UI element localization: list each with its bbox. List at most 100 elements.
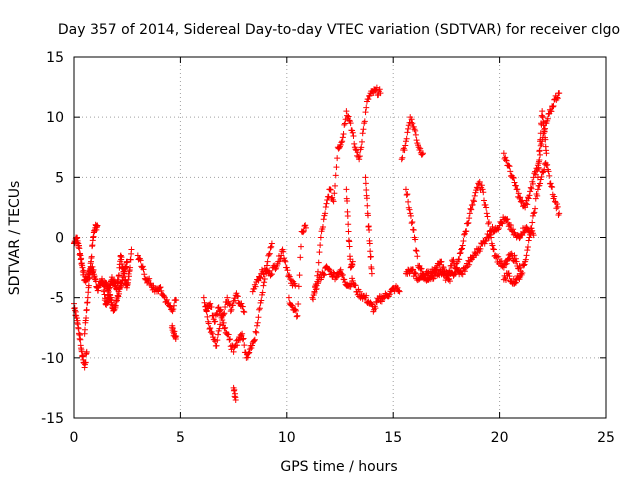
- data-point-interp: [489, 223, 496, 230]
- data-point-interp: [293, 313, 300, 320]
- data-point-interp: [367, 253, 374, 260]
- data-point-interp: [537, 130, 544, 137]
- data-point-interp: [410, 227, 417, 234]
- data-point-interp: [554, 203, 561, 210]
- y-axis-label: SDTVAR / TECUs: [7, 181, 23, 296]
- data-point-interp: [528, 225, 535, 232]
- data-point-interp: [394, 284, 401, 291]
- data-point: [530, 210, 537, 217]
- data-point-interp: [502, 154, 509, 161]
- x-tick-label: 0: [70, 430, 79, 446]
- data-point-interp: [346, 117, 353, 124]
- data-point: [539, 108, 546, 115]
- data-point-interp: [469, 201, 476, 208]
- data-point-interp: [504, 216, 511, 223]
- data-point-interp: [316, 249, 323, 256]
- data-point-interp: [240, 308, 247, 315]
- y-tick-label: 15: [46, 50, 64, 66]
- data-point: [415, 144, 422, 151]
- data-point-interp: [505, 270, 512, 277]
- data-point-interp: [238, 300, 245, 307]
- data-point: [547, 180, 554, 187]
- data-point-interp: [554, 94, 561, 101]
- data-point-interp: [214, 337, 221, 344]
- data-point-interp: [233, 290, 240, 297]
- data-point: [373, 87, 380, 94]
- data-point-interp: [337, 141, 344, 148]
- data-point-interp: [511, 252, 518, 259]
- data-point-interp: [120, 274, 127, 281]
- data-point-interp: [440, 264, 447, 271]
- data-point-interp: [414, 253, 421, 260]
- data-point-interp: [461, 268, 468, 275]
- data-point-interp: [235, 299, 242, 306]
- data-point: [377, 90, 384, 97]
- data-point-interp: [322, 204, 329, 211]
- data-point-interp: [261, 275, 268, 282]
- data-point-interp: [402, 142, 409, 149]
- data-point-interp: [121, 270, 128, 277]
- data-point: [458, 246, 465, 253]
- data-point: [241, 309, 248, 316]
- data-point: [526, 234, 533, 241]
- data-point-interp: [205, 320, 212, 327]
- data-point-interp: [519, 269, 526, 276]
- data-point-interp: [217, 321, 224, 328]
- data-point-interp: [417, 145, 424, 152]
- data-point-interp: [267, 244, 274, 251]
- data-point-interp: [363, 104, 370, 111]
- data-point-interp: [356, 288, 363, 295]
- data-point-interp: [227, 308, 234, 315]
- data-point-interp: [338, 139, 345, 146]
- data-point-interp: [244, 354, 251, 361]
- data-point-interp: [293, 307, 300, 314]
- data-point: [343, 108, 350, 115]
- data-point-interp: [430, 275, 437, 282]
- data-point-interp: [514, 186, 521, 193]
- data-point: [168, 306, 175, 313]
- data-point: [226, 336, 233, 343]
- y-tick-label: -5: [50, 291, 64, 307]
- data-point-interp: [205, 305, 212, 312]
- data-point-interp: [88, 253, 95, 260]
- data-point-interp: [278, 252, 285, 259]
- data-point-interp: [525, 195, 532, 202]
- data-point-interp: [525, 237, 532, 244]
- data-point-interp: [257, 275, 264, 282]
- data-point: [200, 294, 207, 301]
- data-point: [260, 282, 267, 289]
- data-point-interp: [156, 284, 163, 291]
- data-point-interp: [433, 267, 440, 274]
- data-point-interp: [86, 274, 93, 281]
- data-point-interp: [332, 182, 339, 189]
- data-point: [366, 240, 373, 247]
- data-point-interp: [483, 237, 490, 244]
- data-point-interp: [412, 131, 419, 138]
- data-point-interp: [220, 311, 227, 318]
- data-point-interp: [344, 197, 351, 204]
- data-point-interp: [118, 254, 125, 261]
- data-point-interp: [278, 248, 285, 255]
- data-point-interp: [237, 331, 244, 338]
- data-point-interp: [512, 182, 519, 189]
- data-point-interp: [524, 247, 531, 254]
- data-point-interp: [457, 249, 464, 256]
- data-point: [251, 336, 258, 343]
- data-point-interp: [460, 238, 467, 245]
- data-point-interp: [300, 229, 307, 236]
- data-point: [256, 306, 263, 313]
- data-point-interp: [339, 271, 346, 278]
- data-point-interp: [226, 301, 233, 308]
- data-point-interp: [116, 272, 123, 279]
- data-point: [128, 246, 135, 253]
- data-point: [230, 348, 237, 355]
- data-point: [534, 174, 541, 181]
- data-point-interp: [82, 359, 89, 366]
- x-tick-labels: 0 5 10 15 20 25: [70, 430, 615, 446]
- data-point-interp: [412, 236, 419, 243]
- data-point-interp: [356, 153, 363, 160]
- data-point: [347, 120, 354, 127]
- data-point-interp: [330, 269, 337, 276]
- data-point-interp: [139, 263, 146, 270]
- data-points: [71, 84, 563, 403]
